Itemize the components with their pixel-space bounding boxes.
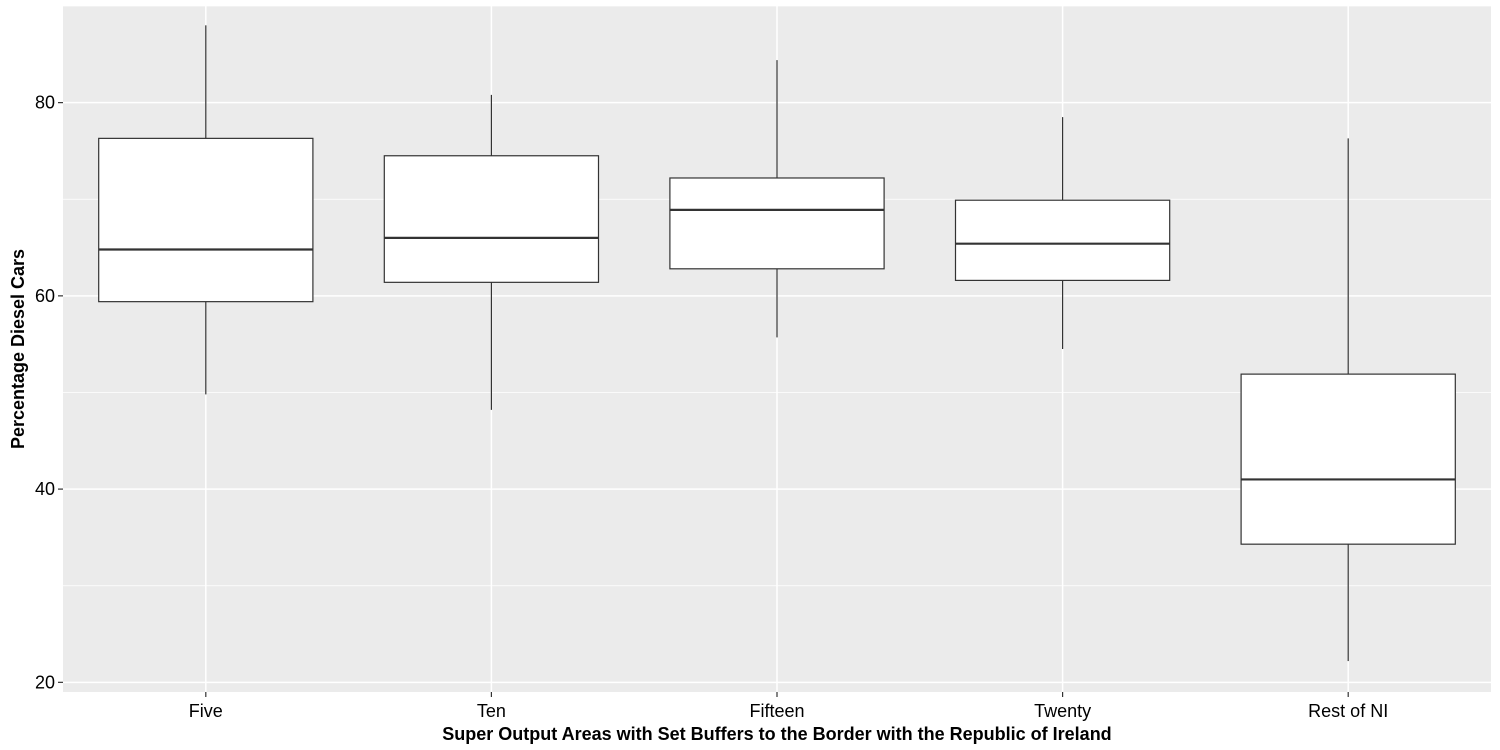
box-iqr (383, 155, 600, 283)
box-fifteen (669, 60, 885, 338)
box-five (98, 25, 314, 395)
boxes-layer (98, 25, 1456, 662)
box-iqr (1240, 373, 1456, 545)
y-axis-title: Percentage Diesel Cars (8, 249, 28, 449)
x-tick-label: Ten (477, 701, 506, 721)
y-tick-label: 60 (35, 286, 55, 306)
box-ten (383, 94, 600, 410)
x-axis-title: Super Output Areas with Set Buffers to t… (442, 724, 1111, 744)
y-tick-label: 40 (35, 479, 55, 499)
x-tick-label: Fifteen (749, 701, 804, 721)
y-tick-label: 20 (35, 672, 55, 692)
x-tick-label: Five (189, 701, 223, 721)
box-iqr (669, 177, 885, 270)
box-iqr (98, 137, 314, 303)
x-axis-ticks: Five Ten Fifteen Twenty Rest of NI (189, 692, 1388, 721)
x-tick-label: Twenty (1034, 701, 1091, 721)
y-axis-ticks: 20 40 60 80 (35, 93, 63, 692)
x-tick-label: Rest of NI (1308, 701, 1388, 721)
box-twenty (954, 117, 1171, 349)
box-iqr (954, 199, 1171, 281)
y-tick-label: 80 (35, 93, 55, 113)
box-rest-of-ni (1240, 138, 1456, 662)
